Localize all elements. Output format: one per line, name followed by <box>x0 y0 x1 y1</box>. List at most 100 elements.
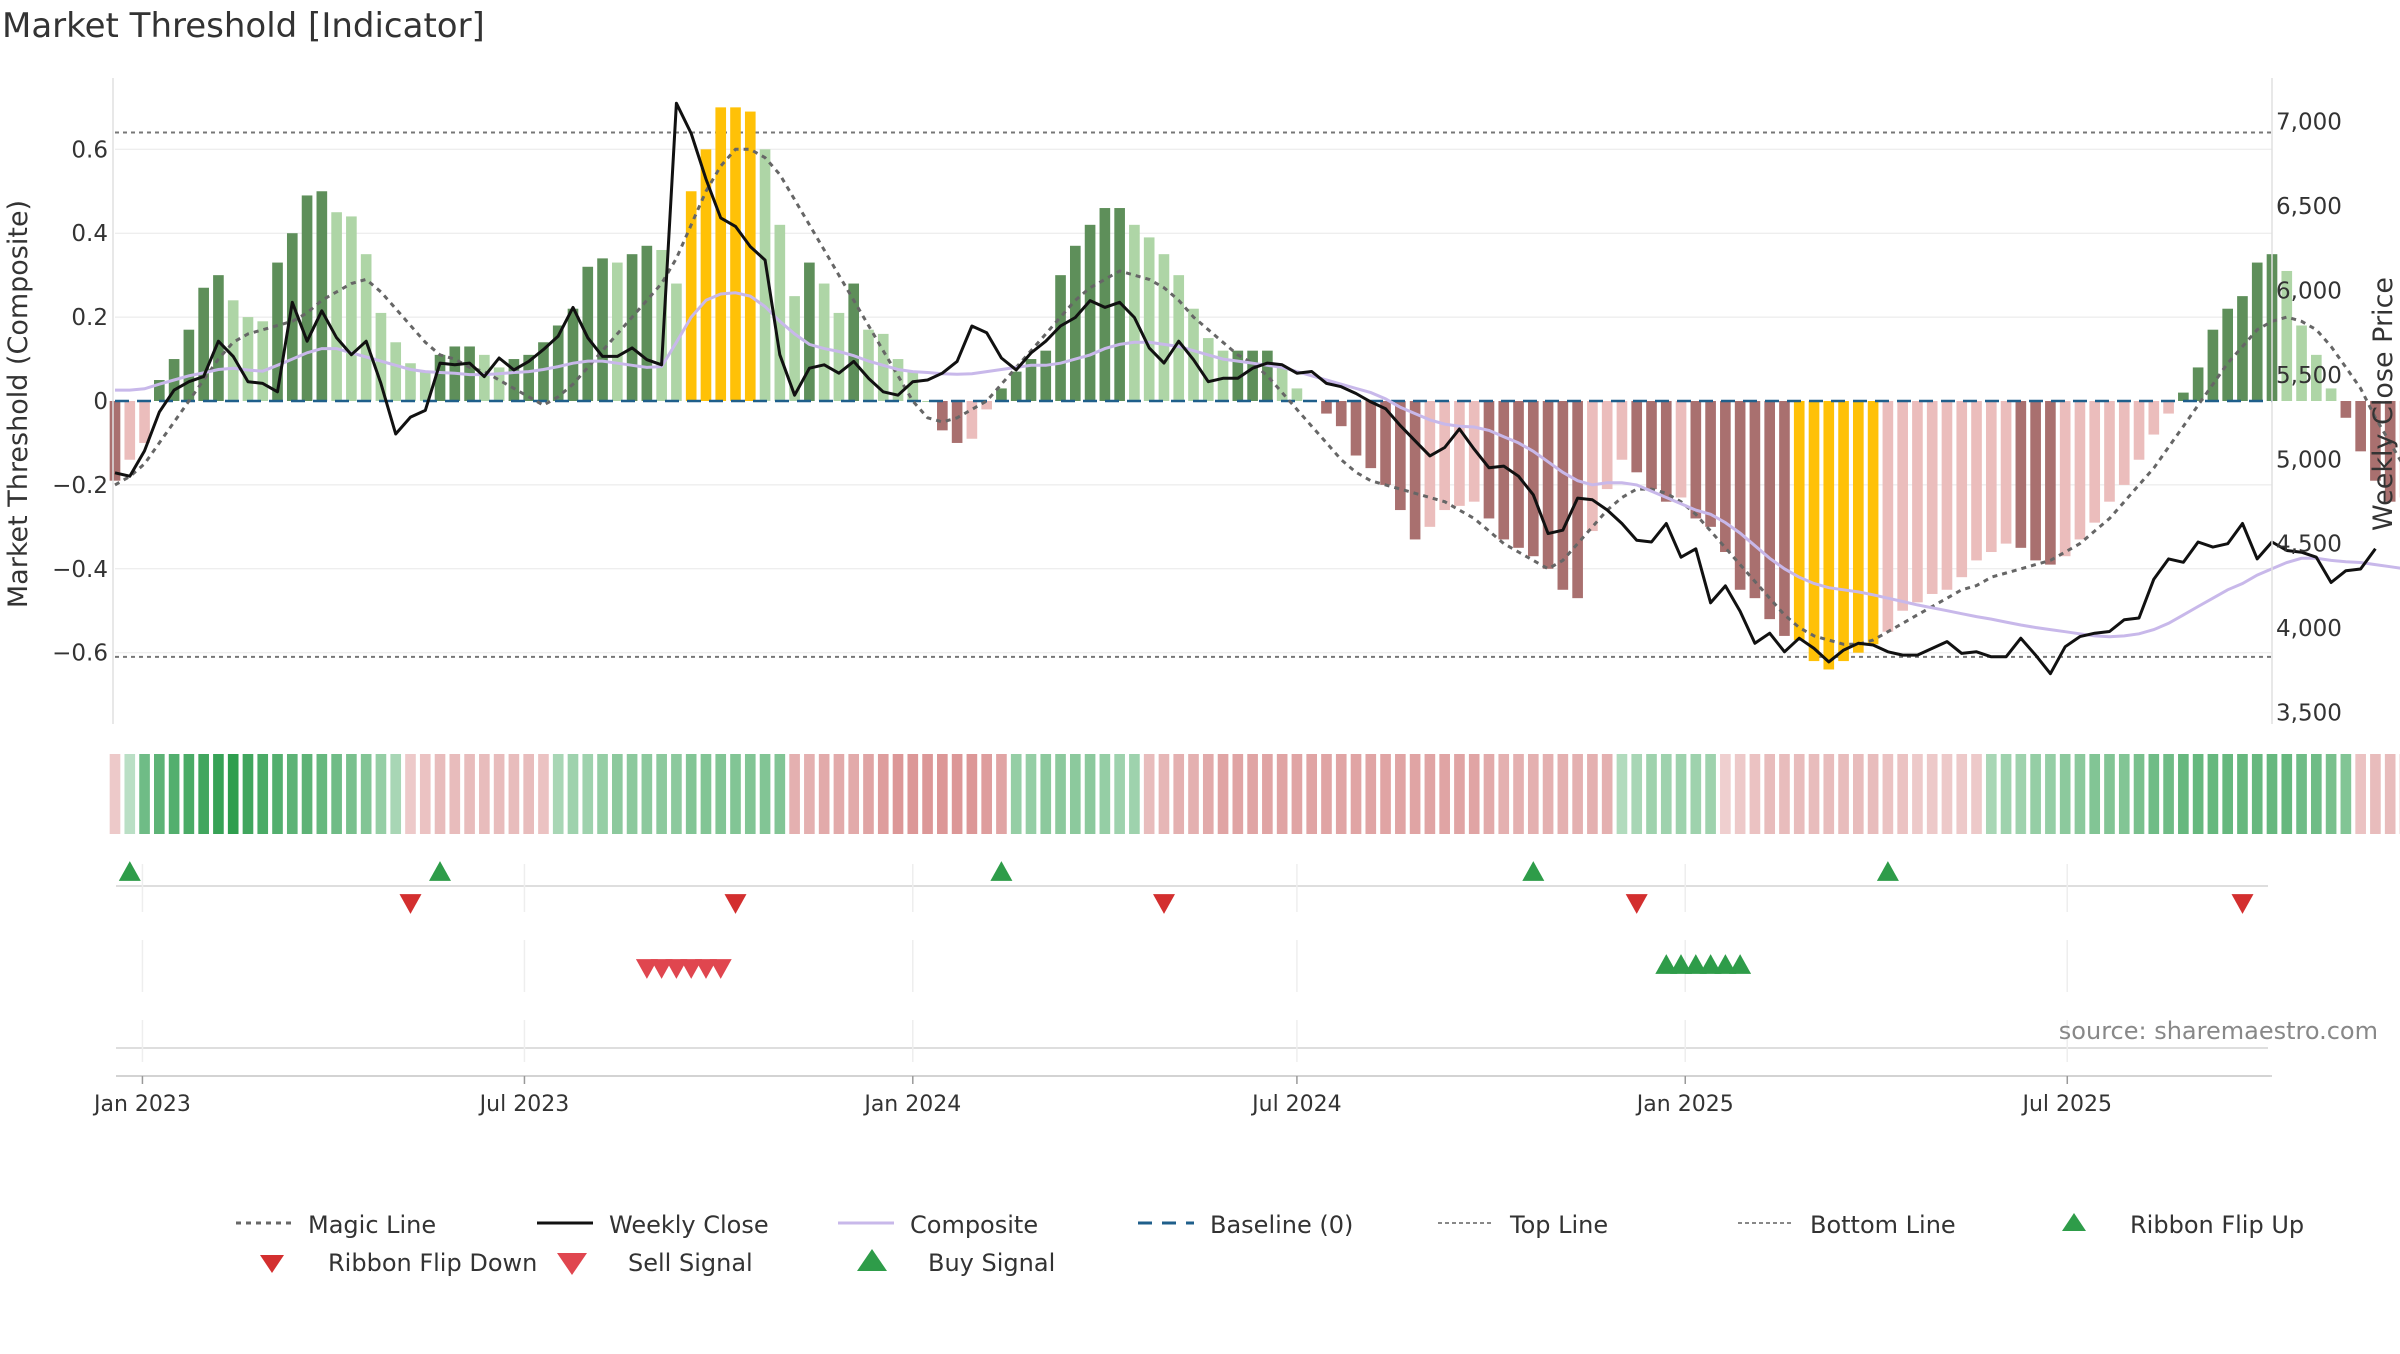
ribbon-cell <box>1617 754 1628 834</box>
ribbon-cell <box>420 754 431 834</box>
composite-bar <box>2060 401 2071 556</box>
composite-bar <box>952 401 963 443</box>
legend-item-ribbon-up: Ribbon Flip Up <box>2062 1211 2304 1239</box>
composite-bar <box>1956 401 1967 577</box>
ribbon-cell <box>996 754 1007 834</box>
composite-bar <box>1528 401 1539 556</box>
composite-bar <box>2178 393 2189 401</box>
composite-bar <box>2237 296 2248 401</box>
composite-bar <box>2355 401 2366 451</box>
composite-bar <box>745 112 756 401</box>
legend-item-bottom: Bottom Line <box>1738 1211 1956 1239</box>
composite-bar <box>1794 401 1805 640</box>
ribbon-cell <box>1454 754 1465 834</box>
legend-item-buy: Buy Signal <box>857 1249 1055 1277</box>
ribbon-cell <box>1380 754 1391 834</box>
ribbon-cell <box>1912 754 1923 834</box>
composite-bar <box>2326 388 2337 401</box>
composite-bar <box>1912 401 1923 602</box>
ribbon-cell <box>2370 754 2381 834</box>
ribbon-cell <box>154 754 165 834</box>
ribbon-flip-down-marker <box>1626 894 1648 914</box>
ribbon-cell <box>2119 754 2130 834</box>
ribbon-flip-down-marker <box>725 894 747 914</box>
ribbon-cell <box>538 754 549 834</box>
composite-bar <box>2104 401 2115 502</box>
ribbon-cell <box>1587 754 1598 834</box>
ribbon-cell <box>878 754 889 834</box>
ribbon-cell <box>287 754 298 834</box>
composite-bar <box>1439 401 1450 510</box>
legend-label: Ribbon Flip Down <box>328 1249 537 1277</box>
ribbon-cell <box>1321 754 1332 834</box>
legend-label: Composite <box>910 1211 1038 1239</box>
ribbon-flip-up-marker <box>1877 861 1899 881</box>
ribbon-cell <box>2089 754 2100 834</box>
composite-bar <box>1676 401 1687 497</box>
ribbon-cell <box>494 754 505 834</box>
composite-bar <box>1085 225 1096 401</box>
ribbon-cell <box>1203 754 1214 834</box>
ribbon-cell <box>1942 754 1953 834</box>
legend-swatch <box>557 1253 587 1275</box>
ribbon-cell <box>1100 754 1111 834</box>
composite-bar <box>1070 246 1081 401</box>
ribbon-cell <box>760 754 771 834</box>
composite-bar <box>2016 401 2027 548</box>
composite-bar <box>1040 351 1051 401</box>
ribbon-cell <box>686 754 697 834</box>
ribbon-cell <box>139 754 150 834</box>
sell-signal-marker <box>710 959 732 979</box>
ribbon-cell <box>1085 754 1096 834</box>
composite-bar <box>1543 401 1554 569</box>
composite-bar <box>2208 330 2219 401</box>
ribbon-cell <box>1218 754 1229 834</box>
x-tick-label: Jul 2024 <box>1250 1092 1342 1117</box>
ribbon-flip-down-marker <box>1153 894 1175 914</box>
ribbon-cell <box>272 754 283 834</box>
ribbon-cell <box>642 754 653 834</box>
x-tick-label: Jan 2025 <box>1635 1092 1734 1117</box>
composite-bar <box>627 254 638 401</box>
composite-bar <box>1484 401 1495 518</box>
composite-bar <box>686 191 697 401</box>
ribbon-cell <box>1986 754 1997 834</box>
right-tick-label: 3,500 <box>2276 701 2342 727</box>
ribbon-cell <box>1661 754 1672 834</box>
ribbon-cell <box>1277 754 1288 834</box>
composite-bar <box>1631 401 1642 472</box>
composite-bar <box>819 284 830 401</box>
ribbon-cell <box>2148 754 2159 834</box>
ribbon-cell <box>376 754 387 834</box>
legend-item-top: Top Line <box>1438 1211 1608 1239</box>
ribbon-cell <box>1602 754 1613 834</box>
ribbon-cell <box>464 754 475 834</box>
x-tick-label: Jul 2023 <box>478 1092 570 1117</box>
ribbon-cell <box>701 754 712 834</box>
composite-bar <box>2075 401 2086 539</box>
ribbon-cell <box>523 754 534 834</box>
ribbon-cell <box>331 754 342 834</box>
composite-bar <box>1055 275 1066 401</box>
composite-bar <box>642 246 653 401</box>
left-tick-label: −0.2 <box>52 473 108 499</box>
right-tick-label: 4,000 <box>2276 616 2342 642</box>
ribbon-strip <box>110 754 2400 834</box>
ribbon-cell <box>568 754 579 834</box>
composite-bar <box>834 313 845 401</box>
composite-bar <box>2119 401 2130 485</box>
composite-bar <box>597 258 608 401</box>
ribbon-cell <box>1779 754 1790 834</box>
composite-bar <box>1868 401 1879 644</box>
ribbon-cell <box>1351 754 1362 834</box>
ribbon-cell <box>582 754 593 834</box>
ribbon-cell <box>2001 754 2012 834</box>
legend-item-baseline: Baseline (0) <box>1138 1211 1353 1239</box>
legend-item-magic: Magic Line <box>236 1211 436 1239</box>
ribbon-cell <box>2134 754 2145 834</box>
ribbon-cell <box>1735 754 1746 834</box>
ribbon-cell <box>775 754 786 834</box>
ribbon-cell <box>2060 754 2071 834</box>
